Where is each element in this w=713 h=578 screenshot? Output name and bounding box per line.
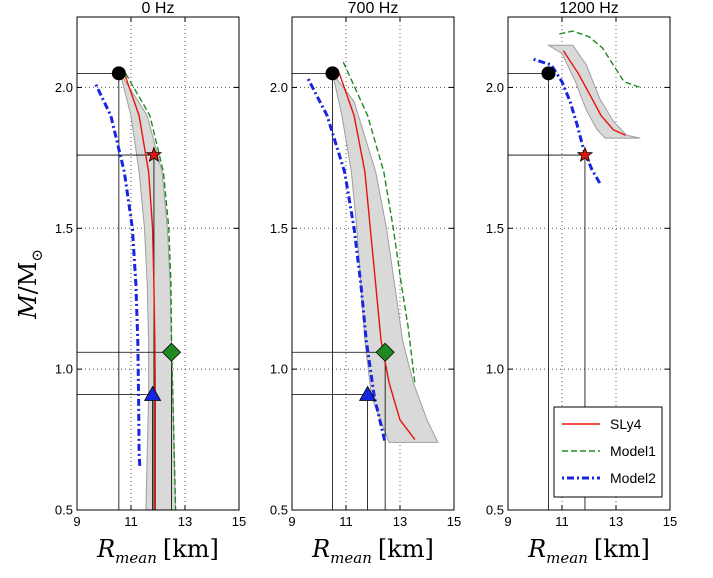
y-tick-label: 1.0 bbox=[55, 362, 73, 377]
model1-line bbox=[559, 30, 641, 89]
x-axis-label: Rmean [km] bbox=[96, 535, 219, 567]
x-tick-label: 15 bbox=[232, 514, 246, 529]
plot-area bbox=[77, 72, 177, 510]
y-tick-label: 2.0 bbox=[270, 80, 288, 95]
plot-area bbox=[292, 61, 439, 510]
legend-box bbox=[553, 406, 663, 498]
panel-1: 9 11 13 15 0.5 1.0 1.5 2.0 0 Hz Rmean [km] bbox=[55, 0, 246, 567]
y-label-sub: ⊙ bbox=[28, 249, 46, 262]
y-tick-label: 0.5 bbox=[486, 503, 504, 518]
panels: 9 11 13 15 0.5 1.0 1.5 2.0 0 Hz Rmean [km] 9 11 13 15 0… bbox=[55, 0, 677, 567]
legend-label-sly4: SLy4 bbox=[610, 416, 642, 432]
marker-circle bbox=[325, 66, 340, 81]
y-tick-label: 1.0 bbox=[486, 362, 504, 377]
sly4-line bbox=[123, 73, 157, 510]
x-tick-label: 11 bbox=[555, 514, 569, 529]
y-tick-label: 1.5 bbox=[270, 221, 288, 236]
y-label-unit: M bbox=[14, 262, 42, 287]
x-label-sub: mean bbox=[546, 549, 588, 567]
legend: SLy4 Model1 Model2 bbox=[553, 406, 663, 498]
y-tick-label: 1.5 bbox=[486, 221, 504, 236]
y-tick-label: 0.5 bbox=[270, 503, 288, 518]
x-tick-label: 9 bbox=[73, 514, 80, 529]
x-tick-label: 11 bbox=[339, 514, 353, 529]
model2-line bbox=[94, 83, 142, 468]
y-tick-label: 1.0 bbox=[270, 362, 288, 377]
axes-frame bbox=[291, 16, 455, 511]
x-tick-label: 13 bbox=[393, 514, 407, 529]
panel-title: 0 Hz bbox=[142, 0, 175, 17]
uncertainty-band bbox=[546, 44, 641, 139]
y-axis-label: M/M⊙ bbox=[14, 249, 46, 320]
x-tick-label: 13 bbox=[178, 514, 192, 529]
x-tick-label: 9 bbox=[504, 514, 511, 529]
axes-frame bbox=[76, 16, 240, 511]
legend-label-model1: Model1 bbox=[610, 443, 656, 459]
x-axis-label: Rmean [km] bbox=[527, 535, 650, 567]
marker-diamond bbox=[161, 342, 182, 362]
marker-diamond bbox=[375, 342, 395, 362]
y-tick-label: 2.0 bbox=[55, 80, 73, 95]
x-axis-label: Rmean [km] bbox=[311, 535, 434, 567]
y-label-main: M bbox=[14, 293, 42, 320]
x-label-sub: mean bbox=[115, 549, 157, 567]
model1-line bbox=[342, 61, 416, 384]
y-tick-label: 0.5 bbox=[55, 503, 73, 518]
x-label-unit: [km] bbox=[378, 535, 434, 563]
uncertainty-band bbox=[332, 72, 439, 443]
y-tick-label: 1.5 bbox=[55, 221, 73, 236]
panel-2: 9 11 13 15 0.5 1.0 1.5 2.0 700 Hz Rmean [km] bbox=[270, 0, 461, 567]
x-tick-label: 15 bbox=[663, 514, 677, 529]
model2-line bbox=[533, 57, 602, 184]
sly4-line bbox=[562, 50, 626, 136]
y-label-sep: / bbox=[14, 285, 42, 294]
x-label-sub: mean bbox=[330, 549, 372, 567]
x-label-unit: [km] bbox=[594, 535, 650, 563]
y-tick-label: 2.0 bbox=[486, 80, 504, 95]
axes-frame bbox=[507, 16, 671, 511]
panel-title: 700 Hz bbox=[348, 0, 399, 17]
uncertainty-band bbox=[119, 73, 177, 510]
marker-triangle bbox=[143, 385, 162, 401]
x-label-main: R bbox=[527, 535, 546, 563]
model1-line bbox=[124, 72, 177, 510]
x-label-main: R bbox=[311, 535, 330, 563]
legend-label-model2: Model2 bbox=[610, 470, 656, 486]
marker-star bbox=[145, 146, 163, 163]
x-label-unit: [km] bbox=[163, 535, 219, 563]
panel-title: 1200 Hz bbox=[559, 0, 619, 17]
x-tick-label: 13 bbox=[609, 514, 623, 529]
marker-star bbox=[576, 146, 594, 163]
x-label-main: R bbox=[96, 535, 115, 563]
svg-text:M/M⊙: M/M⊙ bbox=[14, 249, 46, 320]
sly4-line bbox=[338, 73, 416, 441]
x-tick-label: 9 bbox=[288, 514, 295, 529]
x-tick-label: 15 bbox=[447, 514, 461, 529]
marker-circle bbox=[111, 66, 126, 81]
x-tick-label: 11 bbox=[124, 514, 138, 529]
marker-triangle bbox=[358, 385, 377, 401]
model2-line bbox=[306, 78, 387, 443]
marker-circle bbox=[541, 66, 556, 81]
